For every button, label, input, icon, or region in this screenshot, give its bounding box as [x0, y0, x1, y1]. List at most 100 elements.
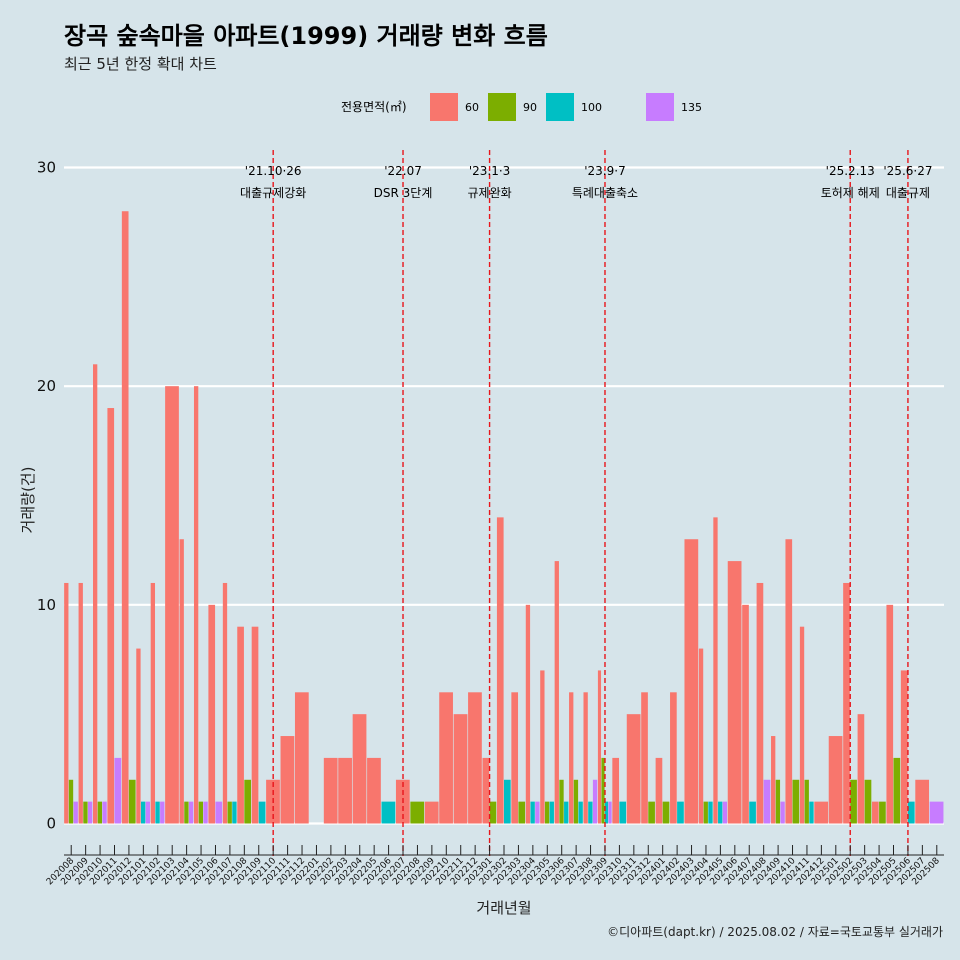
- bar-135: [780, 801, 785, 824]
- bar-135: [188, 801, 194, 824]
- bars: [64, 211, 944, 824]
- bar-90: [227, 801, 232, 824]
- y-tick-label: 0: [46, 815, 56, 833]
- bar-60: [165, 386, 179, 824]
- annotation-date: '25.6·27: [883, 164, 932, 178]
- bar-90: [97, 801, 103, 824]
- bar-100: [619, 801, 627, 824]
- bar-135: [215, 801, 223, 824]
- bar-135: [102, 801, 107, 824]
- bar-135: [145, 801, 151, 824]
- annotation-label: DSR 3단계: [374, 186, 433, 200]
- legend-swatch-100: [546, 93, 574, 121]
- bar-100: [549, 801, 554, 824]
- bar-100: [809, 801, 814, 824]
- bar-60: [583, 692, 588, 824]
- legend-label-135: 135: [681, 101, 702, 114]
- bar-100: [504, 779, 511, 824]
- bar-60: [439, 692, 453, 824]
- bar-135: [763, 779, 771, 824]
- bar-60: [78, 582, 83, 824]
- bar-135: [608, 801, 612, 824]
- bar-60: [554, 561, 559, 824]
- bar-90: [198, 801, 204, 824]
- bar-100: [677, 801, 684, 824]
- annotation-date: '23.9·7: [584, 164, 625, 178]
- bar-135: [87, 801, 93, 824]
- bar-60: [857, 714, 865, 824]
- bar-60: [179, 539, 184, 824]
- bar-60: [742, 604, 749, 824]
- bar-60: [64, 582, 69, 824]
- bar-135: [160, 801, 165, 824]
- bar-60: [886, 604, 894, 824]
- bar-100: [140, 801, 146, 824]
- annotation-label: 대출규제강화: [240, 186, 306, 200]
- bar-90: [544, 801, 550, 824]
- annotation-label: 토허제 해제: [821, 186, 880, 200]
- bar-90: [864, 779, 872, 824]
- bar-60: [453, 714, 468, 824]
- y-tick-label: 20: [37, 377, 56, 395]
- legend-swatch-135: [646, 93, 674, 121]
- bar-60: [713, 517, 718, 824]
- bar-60: [511, 692, 519, 824]
- bar-60: [756, 582, 764, 824]
- bar-135: [722, 801, 728, 824]
- bar-90: [573, 779, 579, 824]
- bar-90: [518, 801, 526, 824]
- bar-100: [708, 801, 713, 824]
- bar-60: [843, 582, 850, 824]
- bar-90: [68, 779, 74, 824]
- bar-90: [83, 801, 88, 824]
- bar-60: [569, 692, 574, 824]
- bar-60: [814, 801, 829, 824]
- bar-60: [424, 801, 439, 824]
- bar-60: [771, 736, 776, 824]
- annotation-date: '22.07: [384, 164, 422, 178]
- bar-60: [92, 364, 98, 824]
- annotation-date: '23.1·3: [469, 164, 510, 178]
- bar-60: [626, 714, 641, 824]
- y-tick-label: 30: [37, 159, 56, 177]
- bar-60: [294, 692, 309, 824]
- legend-swatch-60: [430, 93, 458, 121]
- bar-60: [136, 648, 141, 824]
- bar-90: [244, 779, 251, 824]
- legend-title: 전용면적(㎡): [341, 100, 407, 114]
- bar-60: [785, 539, 793, 824]
- bar-60: [828, 736, 843, 824]
- chart-subtitle: 최근 5년 한정 확대 차트: [64, 55, 217, 73]
- bar-60: [872, 801, 879, 824]
- bar-90: [601, 757, 605, 824]
- chart-title: 장곡 숲속마을 아파트(1999) 거래량 변화 흐름: [64, 22, 548, 50]
- bar-60: [338, 757, 352, 824]
- bar-100: [258, 801, 266, 824]
- bar-60: [641, 692, 648, 824]
- annotation-date: '25.2.13: [826, 164, 875, 178]
- bar-100: [718, 801, 723, 824]
- caption: ©디아파트(dapt.kr) / 2025.08.02 / 자료=국토교통부 실…: [607, 925, 943, 939]
- bar-135: [203, 801, 208, 824]
- bar-100: [155, 801, 160, 824]
- bar-90: [792, 779, 800, 824]
- bar-100: [588, 801, 593, 824]
- bar-60: [193, 386, 199, 824]
- bar-90: [804, 779, 809, 824]
- y-axis: 0 10 20 30: [37, 159, 56, 833]
- annotation-lines: '21.10·26 대출규제강화 '22.07 DSR 3단계 '23.1·3 규제완화 '…: [240, 150, 932, 856]
- bar-100: [564, 801, 569, 824]
- bar-135: [535, 801, 540, 824]
- bar-90: [410, 801, 425, 824]
- annotation-label: 규제완화: [467, 186, 511, 200]
- bar-100: [604, 801, 609, 824]
- bar-60: [251, 626, 259, 824]
- bar-60: [367, 757, 381, 824]
- bar-100: [578, 801, 583, 824]
- bar-90: [662, 801, 670, 824]
- y-axis-label: 거래량(건): [19, 467, 37, 534]
- legend-swatch-90: [488, 93, 516, 121]
- bar-60: [150, 582, 156, 824]
- bar-60: [323, 757, 338, 824]
